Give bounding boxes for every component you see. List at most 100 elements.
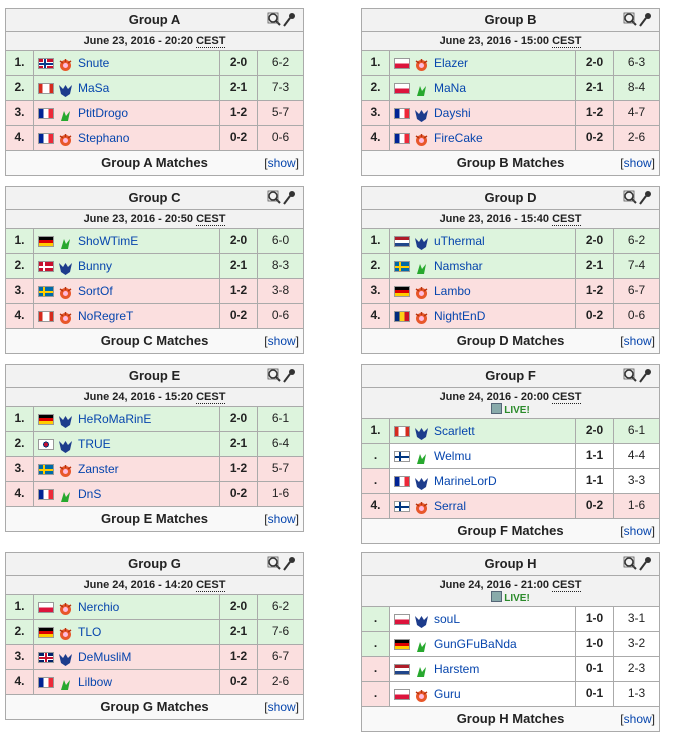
rank: . <box>362 657 390 681</box>
show-link[interactable]: show <box>267 334 296 348</box>
player-name[interactable]: MaNa <box>434 80 467 95</box>
standing-row: 4. Stephano 0-2 0-6 <box>6 126 303 151</box>
player-name[interactable]: MaSa <box>78 80 110 95</box>
standing-row: 2. TLO 2-1 7-6 <box>6 620 303 645</box>
header-icons[interactable] <box>623 368 653 391</box>
map-score: 3-1 <box>627 611 646 625</box>
show-link[interactable]: show <box>267 700 296 714</box>
player-name[interactable]: Dayshi <box>434 105 471 120</box>
group-footer: Group E Matches [show] <box>6 507 303 531</box>
group-box: Group F June 24, 2016 - 20:00 CEST LIVE! 1.… <box>361 364 660 544</box>
player-name[interactable]: DnS <box>78 486 102 501</box>
player-name[interactable]: uThermal <box>434 233 485 248</box>
player-name[interactable]: NightEnD <box>434 308 486 323</box>
flag <box>394 260 410 272</box>
group-footer: Group D Matches [show] <box>362 329 659 353</box>
player-name[interactable]: Namshar <box>434 258 483 273</box>
standing-row: 4. FireCake 0-2 2-6 <box>362 126 659 151</box>
player-name[interactable]: TRUE <box>78 436 111 451</box>
player-name[interactable]: HeRoMaRinE <box>78 411 152 426</box>
show-link[interactable]: show <box>623 156 652 170</box>
player-name[interactable]: Guru <box>434 686 461 701</box>
series-score: 0-2 <box>220 304 258 328</box>
flag <box>38 82 54 94</box>
player-name[interactable]: PtitDrogo <box>78 105 129 120</box>
header-icons[interactable] <box>267 12 297 35</box>
player-name[interactable]: souL <box>434 611 461 626</box>
map-score: 3-3 <box>627 473 646 487</box>
show-link[interactable]: show <box>623 524 652 538</box>
player-name[interactable]: Stephano <box>78 130 130 145</box>
player-name[interactable]: SortOf <box>78 283 113 298</box>
player-name[interactable]: ShoWTimE <box>78 233 139 248</box>
series-score: 1-0 <box>576 607 614 631</box>
player-name[interactable]: Lilbow <box>78 674 113 689</box>
player-name[interactable]: FireCake <box>434 130 483 145</box>
map-score: 6-2 <box>627 233 646 247</box>
date-row: June 23, 2016 - 15:40 CEST <box>362 210 659 229</box>
toggle: [show] <box>264 151 299 175</box>
player-name[interactable]: Nerchio <box>78 599 120 614</box>
map-score: 7-6 <box>271 624 290 638</box>
player-name[interactable]: Snute <box>78 55 110 70</box>
player-name[interactable]: Lambo <box>434 283 471 298</box>
bracket-open: [ <box>264 700 268 714</box>
player-name[interactable]: Serral <box>434 498 467 513</box>
player-cell: Elazer <box>390 51 576 75</box>
player-name[interactable]: Welmu <box>434 448 472 463</box>
group-box: Group G June 24, 2016 - 14:20 CEST 1. Nerch… <box>5 552 304 720</box>
rank: 1. <box>362 419 390 443</box>
standing-row: . GunGFuBaNda 1-0 3-2 <box>362 632 659 657</box>
matches-label: Group D Matches <box>456 333 565 348</box>
show-link[interactable]: show <box>623 334 652 348</box>
player-name[interactable]: MarineLorD <box>434 473 497 488</box>
standing-row: 1. ShoWTimE 2-0 6-0 <box>6 229 303 254</box>
race-icon <box>415 310 428 324</box>
player-name[interactable]: DeMusliM <box>78 649 132 664</box>
map-score: 3-2 <box>627 636 646 650</box>
player-name[interactable]: Scarlett <box>434 423 475 438</box>
header-icons[interactable] <box>623 556 653 579</box>
series-score: 1-2 <box>220 279 258 303</box>
player-cell: Serral <box>390 494 576 518</box>
show-link[interactable]: show <box>267 156 296 170</box>
standing-row: 4. Serral 0-2 1-6 <box>362 494 659 519</box>
player-cell: Lambo <box>390 279 576 303</box>
standing-row: 1. uThermal 2-0 6-2 <box>362 229 659 254</box>
group-box: Group C June 23, 2016 - 20:50 CEST 1. ShoWT… <box>5 186 304 354</box>
group-box: Group H June 24, 2016 - 21:00 CEST LIVE!. s… <box>361 552 660 732</box>
standing-row: 2. TRUE 2-1 6-4 <box>6 432 303 457</box>
rank: 1. <box>6 229 34 253</box>
series-score: 0-2 <box>220 670 258 694</box>
player-name[interactable]: TLO <box>78 624 102 639</box>
player-name[interactable]: Elazer <box>434 55 469 70</box>
map-score: 8-4 <box>627 80 646 94</box>
group-header: Group H <box>362 553 659 576</box>
rank: . <box>362 682 390 706</box>
player-name[interactable]: Zanster <box>78 461 119 476</box>
player-name[interactable]: Harstem <box>434 661 480 676</box>
show-link[interactable]: show <box>623 712 652 726</box>
flag <box>394 285 410 297</box>
rank: 1. <box>6 407 34 431</box>
series-score: 0-2 <box>576 494 614 518</box>
player-name[interactable]: GunGFuBaNda <box>434 636 517 651</box>
header-icons[interactable] <box>267 190 297 213</box>
standing-row: 3. PtitDrogo 1-2 5-7 <box>6 101 303 126</box>
header-icons[interactable] <box>623 190 653 213</box>
map-score: 1-3 <box>627 686 646 700</box>
series-score: 2-1 <box>220 620 258 644</box>
series-score: 1-2 <box>576 279 614 303</box>
player-name[interactable]: NoRegreT <box>78 308 134 323</box>
bracket-close: ] <box>651 156 655 170</box>
header-icons[interactable] <box>267 556 297 579</box>
toggle: [show] <box>620 707 655 731</box>
show-link[interactable]: show <box>267 512 296 526</box>
flag <box>394 82 410 94</box>
player-cell: Zanster <box>34 457 220 481</box>
player-name[interactable]: Bunny <box>78 258 113 273</box>
standing-row: 1. HeRoMaRinE 2-0 6-1 <box>6 407 303 432</box>
header-icons[interactable] <box>623 12 653 35</box>
group-title: Group H <box>484 556 537 571</box>
header-icons[interactable] <box>267 368 297 391</box>
